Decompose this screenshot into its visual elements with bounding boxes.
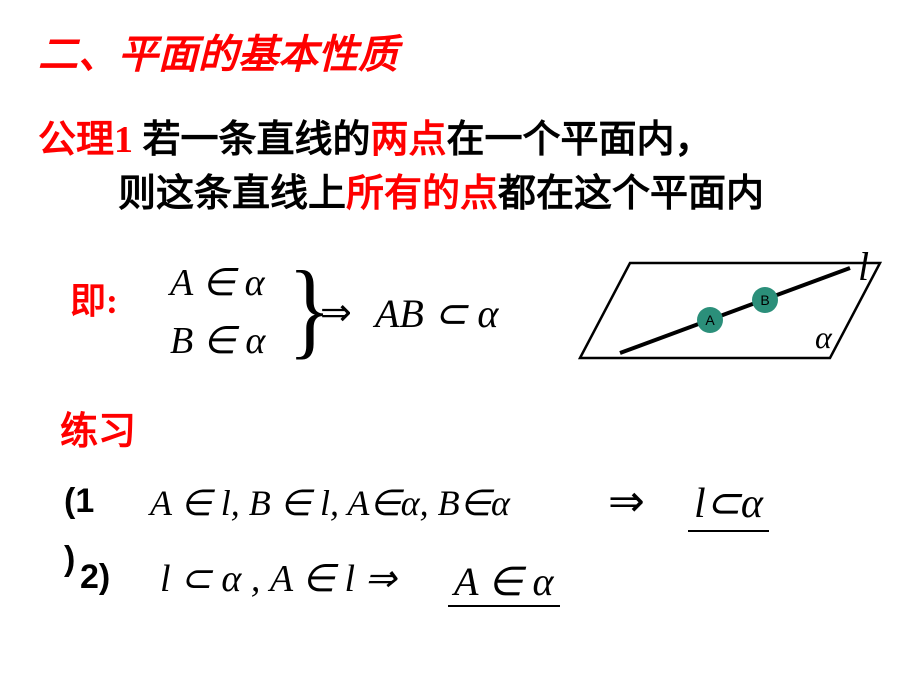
ex1-arrow: ⇒ [608,476,645,527]
ji-label: 即: [70,272,118,324]
ex1-math: A ∈ l, B ∈ l, A∈α, B∈α [150,482,510,524]
premise-1: A ∈ α [170,260,265,305]
ex1-number: (1 [64,482,94,521]
ex1-close-paren: ) [64,540,75,579]
axiom-label: 公理1 [38,119,133,161]
axiom-l2-b2: 都在这个平面内 [498,173,764,215]
ex2-math: l ⊂ α , A ∈ l ⇒ [160,556,396,601]
ex2-number: 2) [80,558,110,597]
ex2-answer: A ∈ α [448,558,560,607]
alpha-label: α [815,319,833,355]
axiom-l1-b1: 若一条直线的 [133,119,371,161]
ex1-answer: l⊂α [688,478,769,532]
axiom-l2-red: 所有的点 [346,173,498,215]
premise-2: B ∈ α [170,318,265,363]
axiom-l2-b1: 则这条直线上 [118,173,346,215]
axiom-line-2: 则这条直线上所有的点都在这个平面内 [118,162,764,217]
section-title: 二、平面的基本性质 [38,22,398,80]
plane-diagram: A B l α [570,248,890,388]
implies-arrow: ⇒ [320,290,352,335]
conclusion: AB ⊂ α [375,290,498,337]
axiom-l1-red: 两点 [371,119,447,161]
axiom-line-1: 公理1 若一条直线的两点在一个平面内， [38,108,713,163]
point-b-label: B [760,292,769,308]
axiom-l1-b2: 在一个平面内， [447,119,713,161]
line-label-l: l [858,248,869,289]
practice-label: 练习 [60,400,136,455]
point-a-label: A [705,312,715,328]
